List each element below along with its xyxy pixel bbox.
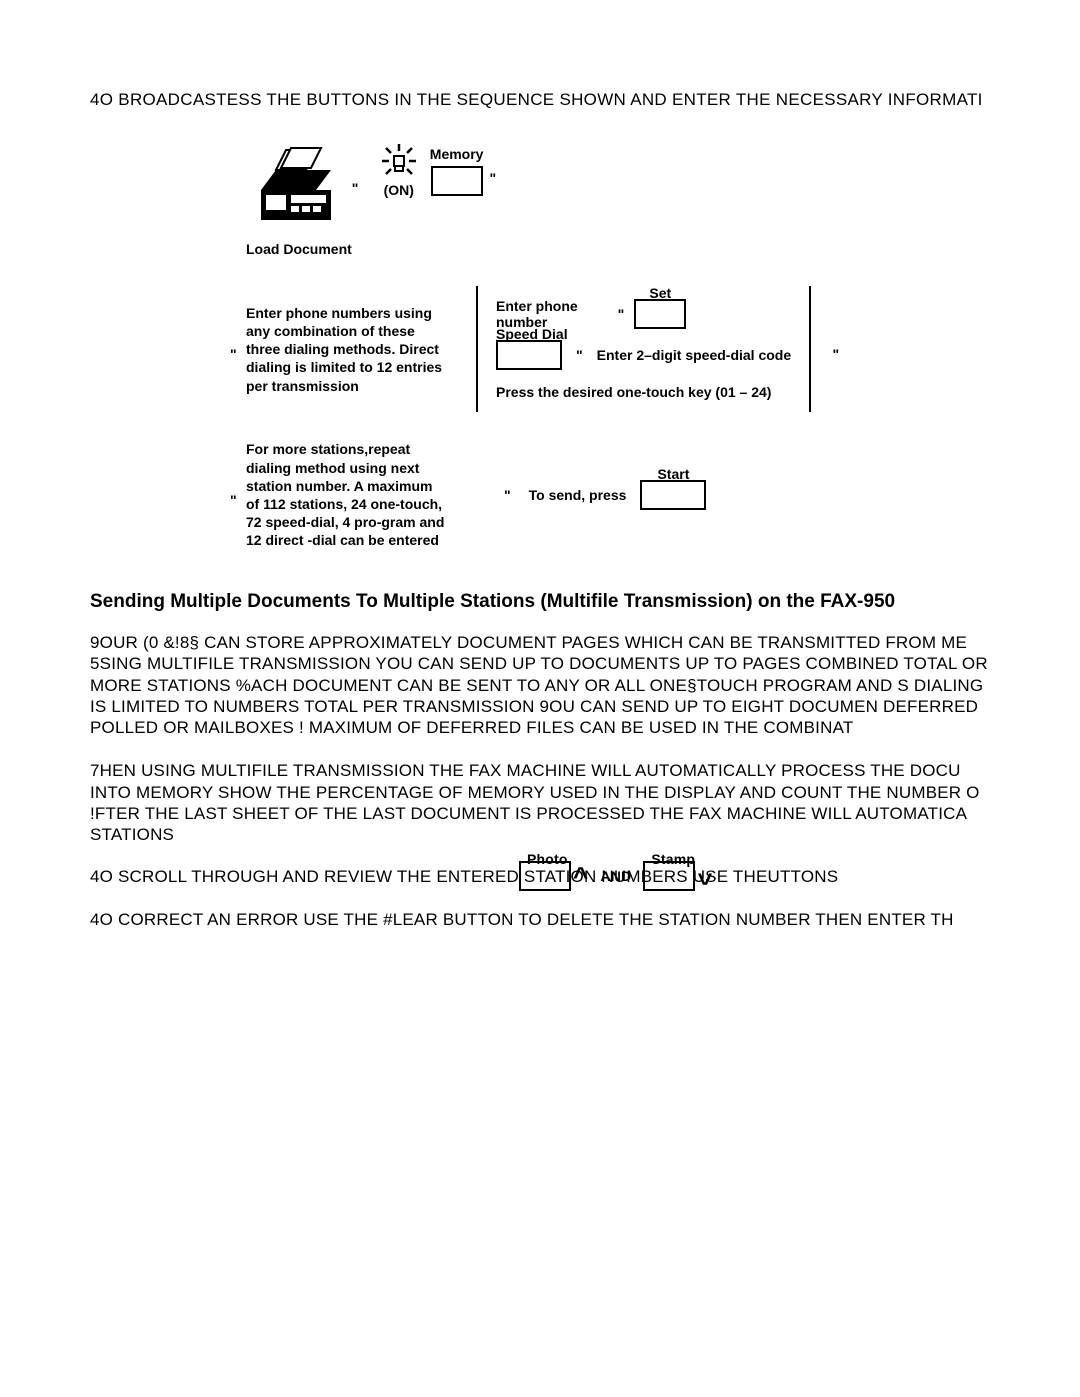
- section-heading: Sending Multiple Documents To Multiple S…: [90, 590, 990, 615]
- on-label: (ON): [384, 182, 414, 198]
- paragraph-1: 9OUR (0 &!8§ CAN STORE APPROXIMATELY DOC…: [90, 632, 990, 738]
- fax-machine-icon: [246, 140, 346, 230]
- correct-instruction: 4O CORRECT AN ERROR USE THE #LEAR BUTTON…: [90, 909, 990, 930]
- speed-code-label: Enter 2–digit speed-dial code: [597, 347, 792, 363]
- speed-dial-button[interactable]: [496, 340, 562, 370]
- paragraph-2: 7HEN USING MULTIFILE TRANSMISSION THE FA…: [90, 760, 990, 845]
- more-stations-text: For more stations,repeat dialing method …: [246, 440, 446, 549]
- up-caret-icon: ^: [573, 866, 588, 886]
- speed-dial-label: Speed Dial: [496, 326, 568, 342]
- onetouch-label: Press the desired one-touch key (01 – 24…: [496, 384, 771, 400]
- memory-button[interactable]: [431, 166, 483, 196]
- memory-label: Memory: [430, 146, 484, 162]
- set-label: Set: [649, 285, 671, 301]
- stamp-label: Stamp: [651, 851, 695, 867]
- intro-text: 4O BROADCASTESS THE BUTTONS IN THE SEQUE…: [90, 90, 990, 110]
- load-document-label: Load Document: [246, 240, 352, 258]
- scroll-instruction: 4O SCROLL THROUGH AND REVIEW THE ENTERED…: [90, 867, 990, 887]
- start-button[interactable]: [640, 480, 706, 510]
- dialing-methods-text: Enter phone numbers using any combinatio…: [246, 304, 446, 395]
- down-caret-icon: ^: [697, 866, 712, 886]
- photo-label: Photo: [527, 851, 568, 867]
- start-label: Start: [657, 466, 689, 482]
- procedure-diagram: Load Document " (ON) Memory: [230, 140, 990, 550]
- to-send-label: To send, press: [529, 487, 627, 503]
- and-label: AND: [600, 868, 631, 884]
- set-button[interactable]: [634, 299, 686, 329]
- lamp-icon: [382, 144, 416, 178]
